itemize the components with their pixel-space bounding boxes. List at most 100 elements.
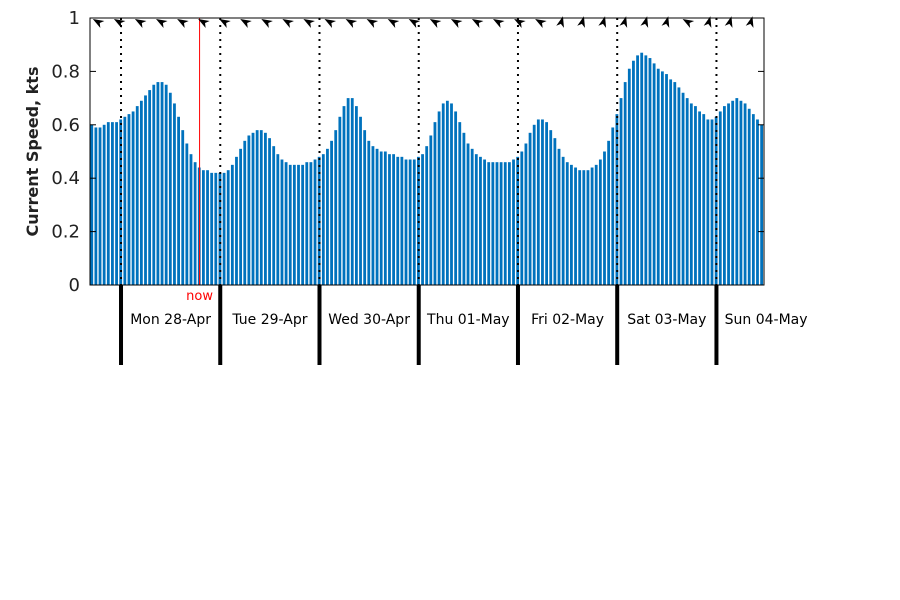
bar bbox=[239, 148, 243, 285]
bar bbox=[723, 106, 726, 285]
bar bbox=[425, 146, 429, 285]
bar bbox=[392, 154, 396, 285]
bar bbox=[743, 103, 747, 285]
bar bbox=[710, 119, 714, 286]
direction-arrow-icon bbox=[556, 16, 564, 28]
bar bbox=[698, 111, 701, 285]
day-separators bbox=[120, 18, 718, 285]
direction-arrow-icon bbox=[113, 19, 126, 28]
y-tick-label: 0 bbox=[69, 275, 80, 296]
day-label: Mon 28-Apr bbox=[130, 312, 211, 328]
bar bbox=[751, 114, 755, 286]
bar bbox=[727, 103, 730, 285]
bar bbox=[586, 170, 590, 285]
bar bbox=[144, 95, 147, 286]
bar bbox=[652, 63, 656, 285]
bar bbox=[111, 122, 114, 285]
bar bbox=[677, 87, 681, 285]
bar bbox=[297, 164, 300, 285]
bar bbox=[164, 84, 168, 285]
bar bbox=[334, 130, 338, 285]
direction-arrow-icon bbox=[429, 19, 442, 28]
bar bbox=[400, 156, 404, 285]
bar bbox=[557, 148, 561, 285]
bar bbox=[445, 100, 449, 286]
bar bbox=[313, 159, 317, 285]
bar bbox=[524, 143, 528, 285]
bar bbox=[363, 130, 367, 285]
bar bbox=[417, 156, 420, 285]
bar bbox=[437, 111, 441, 285]
day-label: Thu 01-May bbox=[426, 312, 510, 328]
y-tick-label: 0.6 bbox=[51, 115, 80, 136]
bar bbox=[479, 156, 482, 285]
direction-arrow-icon bbox=[640, 16, 649, 28]
bar bbox=[317, 156, 321, 285]
direction-arrow-icon bbox=[661, 16, 670, 28]
bar bbox=[640, 52, 644, 286]
direction-arrow-icon bbox=[598, 16, 607, 28]
bar bbox=[135, 106, 139, 285]
direction-arrow-icon bbox=[408, 19, 421, 28]
bar bbox=[458, 122, 462, 285]
x-axis-day-ticks bbox=[119, 285, 719, 365]
direction-arrow-icon bbox=[282, 19, 294, 28]
direction-arrow-icon bbox=[324, 19, 337, 28]
bar bbox=[404, 159, 408, 285]
now-marker: now bbox=[186, 18, 213, 304]
bar bbox=[660, 71, 664, 286]
bar bbox=[532, 124, 536, 285]
x-axis-day-labels: Mon 28-Apr Tue 29-Apr Wed 30-Apr Thu 01-May… bbox=[130, 312, 807, 328]
bar bbox=[760, 124, 764, 285]
bar bbox=[383, 151, 387, 285]
bar bbox=[421, 154, 424, 285]
bar bbox=[545, 122, 549, 285]
direction-arrows bbox=[92, 16, 754, 28]
bar bbox=[255, 130, 259, 285]
bar bbox=[706, 119, 710, 286]
y-tick-label: 0.8 bbox=[51, 61, 80, 82]
bar bbox=[156, 82, 160, 285]
bar bbox=[747, 108, 751, 285]
bar bbox=[553, 138, 557, 285]
bar bbox=[350, 98, 354, 285]
bar bbox=[301, 164, 305, 285]
day-label: Sat 03-May bbox=[627, 312, 706, 328]
bar bbox=[665, 74, 668, 285]
bar bbox=[131, 111, 135, 285]
bar bbox=[272, 146, 276, 285]
bar bbox=[247, 135, 251, 285]
direction-arrow-icon bbox=[156, 19, 168, 28]
bar bbox=[520, 151, 524, 285]
plot-frame bbox=[89, 17, 765, 286]
bar bbox=[578, 170, 582, 285]
bar bbox=[326, 148, 329, 285]
direction-arrow-icon bbox=[134, 19, 147, 28]
day-label: Sun 04-May bbox=[725, 312, 808, 328]
bar bbox=[474, 154, 478, 285]
bar bbox=[694, 106, 697, 285]
bar bbox=[433, 122, 437, 285]
bar bbox=[574, 167, 577, 285]
bar bbox=[251, 132, 255, 285]
bar bbox=[731, 100, 735, 286]
direction-arrow-icon bbox=[682, 19, 695, 28]
bar bbox=[119, 119, 123, 286]
bar bbox=[441, 103, 445, 285]
bar bbox=[359, 116, 362, 285]
direction-arrow-icon bbox=[177, 19, 189, 28]
direction-arrow-icon bbox=[303, 19, 315, 28]
bar bbox=[483, 159, 486, 285]
bar bbox=[603, 151, 606, 285]
bar bbox=[268, 138, 271, 285]
bar bbox=[570, 164, 573, 285]
direction-arrow-icon bbox=[261, 19, 273, 28]
bar bbox=[106, 122, 110, 285]
bar bbox=[206, 170, 209, 285]
bar bbox=[735, 98, 739, 285]
bar bbox=[181, 130, 185, 285]
bar bbox=[536, 119, 540, 286]
bar bbox=[590, 167, 594, 285]
direction-arrow-icon bbox=[387, 19, 400, 28]
bar bbox=[90, 124, 94, 285]
